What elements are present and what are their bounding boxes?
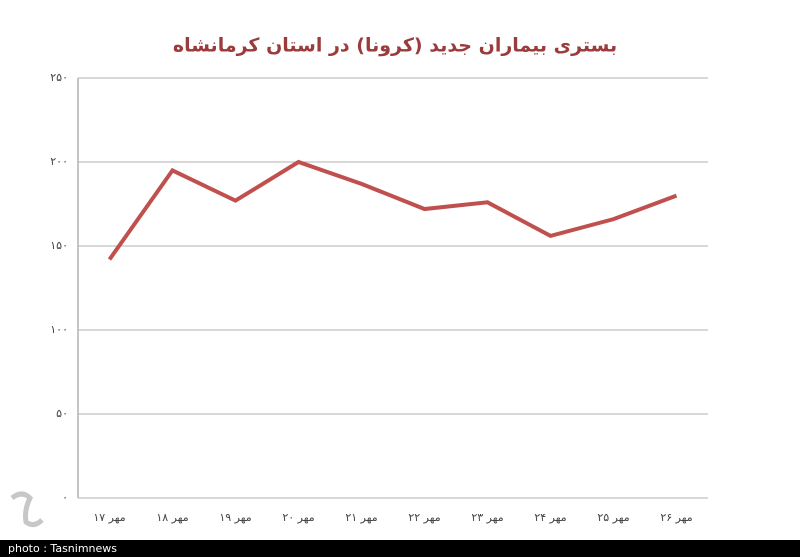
x-tick-label: ۱۹ مهر	[219, 511, 251, 524]
credit-bar	[0, 540, 800, 557]
x-tick-label: ۲۶ مهر	[660, 511, 692, 524]
x-tick-label: ۱۷ مهر	[93, 511, 125, 524]
data-line	[107, 159, 678, 261]
y-tick-label: ۲۵۰	[50, 71, 68, 84]
chart-title: بستری بیماران جدید (کرونا) در استان کرما…	[173, 35, 617, 57]
y-tick-label: ۱۰۰	[50, 323, 68, 336]
y-tick-label: ۵۰	[56, 407, 68, 420]
logo	[10, 491, 44, 528]
x-tick-label: ۲۴ مهر	[534, 511, 566, 524]
logo-mark	[10, 491, 44, 528]
y-tick-label: ۱۵۰	[50, 239, 68, 252]
x-tick-label: ۱۸ مهر	[156, 511, 188, 524]
y-tick-label: ۰	[62, 491, 68, 504]
x-tick-label: ۲۱ مهر	[345, 511, 377, 524]
x-tick-label: ۲۲ مهر	[408, 511, 440, 524]
x-tick-label: ۲۵ مهر	[597, 511, 629, 524]
x-tick-label: ۲۰ مهر	[282, 511, 314, 524]
y-tick-label: ۲۰۰	[50, 155, 68, 168]
credit: photo : Tasnimnews	[8, 542, 117, 555]
x-tick-label: ۲۳ مهر	[471, 511, 503, 524]
